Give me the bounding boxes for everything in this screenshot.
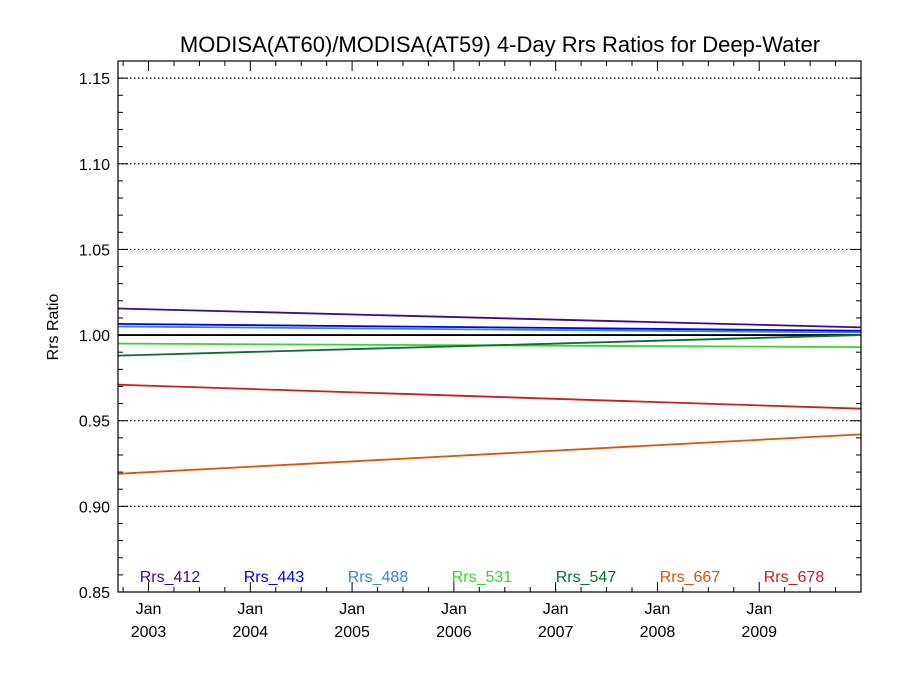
grid-lines bbox=[118, 77, 861, 507]
x-tick-month: Jan bbox=[543, 601, 569, 618]
x-tick-month: Jan bbox=[746, 601, 772, 618]
y-tick-label: 1.15 bbox=[79, 71, 110, 88]
series-line-rrs-667 bbox=[117, 433, 862, 475]
y-tick-label: 1.00 bbox=[79, 328, 110, 345]
x-tick-year: 2009 bbox=[741, 624, 777, 641]
chart-title: MODISA(AT60)/MODISA(AT59) 4-Day Rrs Rati… bbox=[180, 32, 820, 57]
series-line-rrs-412 bbox=[117, 307, 862, 329]
series-line-rrs-443 bbox=[117, 323, 862, 332]
y-tick-label: 1.10 bbox=[79, 157, 110, 174]
legend: Rrs_412 Rrs_443 Rrs_488 Rrs_531 Rrs_547 Rrs_6… bbox=[140, 569, 825, 586]
plot-border bbox=[117, 60, 862, 593]
y-axis-label: Rrs Ratio bbox=[45, 294, 62, 361]
x-tick-year: 2007 bbox=[538, 624, 574, 641]
y-tick-label: 0.95 bbox=[79, 414, 110, 431]
x-tick-month: Jan bbox=[645, 601, 671, 618]
y-tick-label: 0.85 bbox=[79, 585, 110, 602]
axis-ticks bbox=[118, 60, 861, 593]
series-line-rrs-547 bbox=[117, 334, 862, 357]
series-line-rrs-488 bbox=[117, 325, 862, 334]
tick-labels: 0.85 0.90 0.95 1.00 1.05 1.10 1.15 Jan 2003 Jan 20… bbox=[79, 71, 777, 641]
legend-entry: Rrs_531 bbox=[452, 569, 513, 586]
y-tick-label: 1.05 bbox=[79, 242, 110, 259]
x-tick-year: 2006 bbox=[436, 624, 472, 641]
plot-frame bbox=[117, 60, 862, 593]
legend-entry: Rrs_667 bbox=[660, 569, 721, 586]
x-tick-year: 2005 bbox=[334, 624, 370, 641]
legend-entry: Rrs_678 bbox=[764, 569, 825, 586]
x-tick-year: 2003 bbox=[131, 624, 167, 641]
x-tick-month: Jan bbox=[136, 601, 162, 618]
x-tick-month: Jan bbox=[441, 601, 467, 618]
x-tick-year: 2008 bbox=[640, 624, 676, 641]
legend-entry: Rrs_443 bbox=[244, 569, 305, 586]
legend-entry: Rrs_488 bbox=[348, 569, 409, 586]
series-line-rrs-678 bbox=[117, 383, 862, 410]
legend-entry: Rrs_412 bbox=[140, 569, 201, 586]
x-tick-year: 2004 bbox=[233, 624, 269, 641]
x-tick-month: Jan bbox=[339, 601, 365, 618]
x-tick-month: Jan bbox=[237, 601, 263, 618]
series-lines bbox=[117, 307, 862, 475]
legend-entry: Rrs_547 bbox=[556, 569, 617, 586]
y-tick-label: 0.90 bbox=[79, 499, 110, 516]
